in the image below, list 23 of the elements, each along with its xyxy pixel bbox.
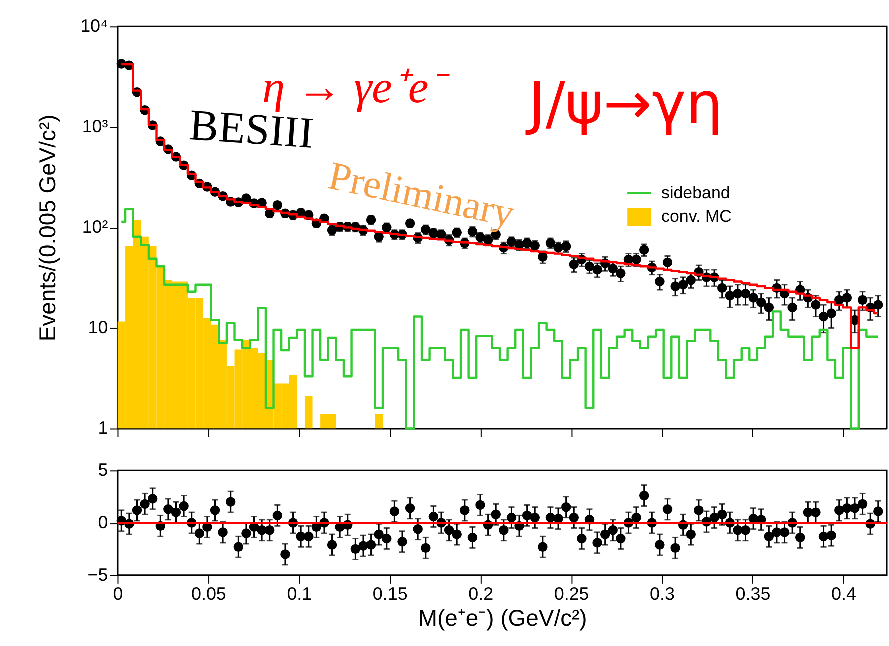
x-tick-label: 0 — [113, 584, 124, 604]
legend-label: conv. MC — [662, 207, 732, 226]
y-axis-title: Events/(0.005 GeV/c²) — [34, 114, 60, 342]
annotation: J/ψ→γη — [526, 69, 723, 138]
y-tick-label: 10 — [88, 318, 108, 338]
y-tick-label: 10⁴ — [80, 16, 108, 36]
y-tick-label: 10³ — [82, 116, 108, 137]
y-tick-label: 5 — [98, 460, 108, 480]
annotation: η → γe⁺e⁻ — [262, 61, 451, 112]
x-tick-label: 0.2 — [468, 584, 494, 604]
y-tick-label: 0 — [98, 512, 108, 533]
legend-label: sideband — [662, 183, 730, 202]
y-tick-label: 1 — [98, 418, 108, 438]
y-tick-label: 10² — [82, 217, 108, 238]
x-tick-label: 0.4 — [831, 584, 856, 604]
x-tick-label: 0.3 — [650, 584, 676, 604]
x-tick-label: 0.1 — [287, 584, 312, 604]
y-tick-label: −5 — [88, 564, 108, 585]
x-tick-label: 0.05 — [191, 584, 226, 604]
x-axis-title: M(e⁺e⁻) (GeV/c²) — [418, 604, 588, 631]
x-tick-label: 0.15 — [372, 584, 408, 604]
x-tick-label: 0.35 — [736, 584, 771, 604]
x-tick-label: 0.25 — [554, 584, 590, 604]
